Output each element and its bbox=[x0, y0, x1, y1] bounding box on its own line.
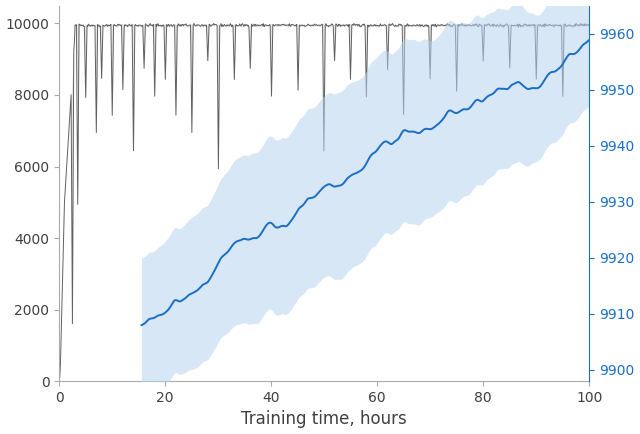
X-axis label: Training time, hours: Training time, hours bbox=[241, 411, 407, 428]
